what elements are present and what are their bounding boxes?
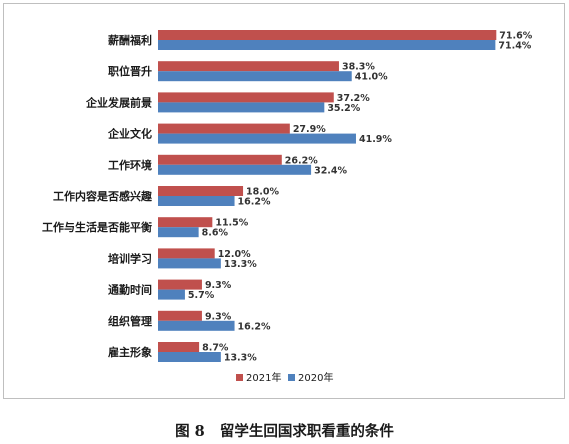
bar-series-1 <box>158 61 339 72</box>
data-label: 71.6% <box>499 31 532 42</box>
data-label: 26.2% <box>285 155 318 166</box>
category-label: 企业发展前景 <box>85 95 152 109</box>
data-label: 11.5% <box>215 218 248 229</box>
legend: 2021年 2020年 <box>236 371 333 384</box>
legend-swatch <box>288 374 295 381</box>
category-label: 雇主形象 <box>108 345 152 359</box>
data-label: 27.9% <box>293 124 326 135</box>
bar-series-2 <box>158 258 221 269</box>
data-label: 16.2% <box>238 321 271 332</box>
legend-label: 2021年 <box>246 371 281 384</box>
bar-series-2 <box>158 71 352 82</box>
bar-series-1 <box>158 186 244 196</box>
bar-series-1 <box>158 123 290 134</box>
data-label: 8.7% <box>202 343 229 354</box>
data-label: 9.3% <box>205 280 232 291</box>
data-label: 9.3% <box>205 311 232 322</box>
data-label: 35.2% <box>327 103 360 114</box>
chart-frame: 薪酬福利职位晋升企业发展前景企业文化工作环境工作内容是否感兴趣工作与生活是否能平… <box>3 3 565 399</box>
data-label: 37.2% <box>337 93 370 104</box>
data-label: 71.4% <box>498 41 531 52</box>
category-label: 薪酬福利 <box>108 33 152 47</box>
bar-series-2 <box>158 102 325 113</box>
bar-series-2 <box>158 164 312 175</box>
category-label: 工作与生活是否能平衡 <box>42 220 152 234</box>
category-label: 组织管理 <box>108 314 152 328</box>
bar-chart: 薪酬福利职位晋升企业发展前景企业文化工作环境工作内容是否感兴趣工作与生活是否能平… <box>42 30 533 384</box>
bar-series-1 <box>158 248 215 259</box>
data-label: 41.9% <box>359 134 392 145</box>
data-label: 12.0% <box>218 249 251 260</box>
bar-series-2 <box>158 320 235 331</box>
bar-series-1 <box>158 310 202 321</box>
category-labels: 薪酬福利职位晋升企业发展前景企业文化工作环境工作内容是否感兴趣工作与生活是否能平… <box>42 33 153 359</box>
bars <box>158 30 497 362</box>
figure-caption: 图 8 留学生回国求职看重的条件 <box>175 423 394 440</box>
category-label: 工作内容是否感兴趣 <box>53 189 153 203</box>
data-label: 13.3% <box>224 259 257 270</box>
data-label: 13.3% <box>224 353 257 364</box>
value-labels: 71.6%71.4% 38.3%41.0% 37.2%35.2%27.9% 41.9%… <box>188 31 533 364</box>
bar-series-2 <box>158 352 221 362</box>
bar-series-2 <box>158 133 356 144</box>
data-label: 41.0% <box>355 72 388 83</box>
data-label: 16.2% <box>238 197 271 208</box>
data-label: 38.3% <box>342 62 375 73</box>
category-label: 工作环境 <box>108 158 152 172</box>
category-label: 通勤时间 <box>108 283 152 297</box>
data-label: 32.4% <box>314 165 347 176</box>
data-label: 5.7% <box>188 290 215 301</box>
legend-swatch <box>236 374 243 381</box>
bar-series-2 <box>158 196 235 206</box>
category-label: 职位晋升 <box>108 64 152 78</box>
category-label: 培训学习 <box>108 251 152 265</box>
bar-series-2 <box>158 40 496 50</box>
category-label: 企业文化 <box>107 127 152 141</box>
bar-series-2 <box>158 227 199 238</box>
bar-series-1 <box>158 154 282 165</box>
data-label: 18.0% <box>246 187 279 198</box>
bar-series-1 <box>158 92 334 103</box>
bar-series-1 <box>158 30 497 40</box>
bar-series-1 <box>158 342 200 352</box>
legend-label: 2020年 <box>298 371 333 384</box>
bar-series-1 <box>158 279 202 290</box>
bar-series-2 <box>158 289 185 300</box>
bar-series-1 <box>158 217 213 228</box>
data-label: 8.6% <box>202 228 229 239</box>
